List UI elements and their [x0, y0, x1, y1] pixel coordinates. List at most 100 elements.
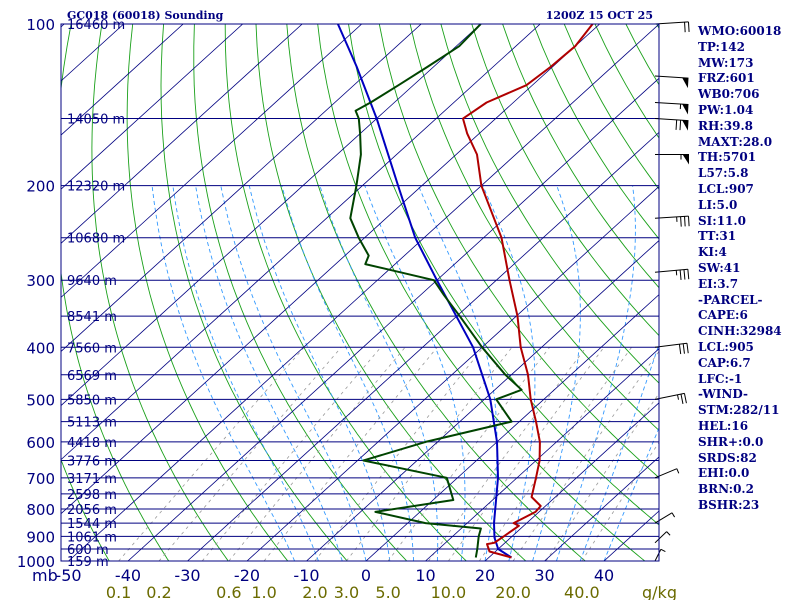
temperature-tick-label: 40 — [594, 566, 614, 585]
sounding-indices-panel: WMO:60018 TP:142 MW:173 FRZ:601 WB0:706 PW:1.… — [698, 24, 798, 514]
mixing-ratio-line — [346, 347, 513, 561]
height-label: 3776 m — [67, 455, 117, 470]
pressure-tick-label: 100 — [26, 16, 55, 34]
temperature-tick-label: -50 — [55, 566, 81, 585]
mixing-ratio-line — [263, 347, 438, 561]
mixing-ratio-line — [428, 347, 587, 561]
moist-adiabat — [532, 185, 581, 561]
mixing-ratio-tick-label: 0.1 — [106, 583, 131, 600]
mixing-ratio-line — [314, 347, 484, 561]
pressure-tick-label: 700 — [26, 470, 55, 488]
pressure-tick-label: 200 — [26, 178, 55, 196]
wind-barb — [654, 268, 690, 280]
index-value: -PARCEL- — [698, 292, 763, 307]
temperature-tick-label: 30 — [534, 566, 554, 585]
mixing-ratio-line — [478, 347, 632, 561]
wind-barb — [655, 154, 689, 165]
index-value: TT:31 — [698, 229, 737, 244]
isotherm — [0, 24, 5, 561]
parcel-trace — [336, 24, 513, 559]
height-label: 10680 m — [67, 232, 125, 247]
wind-barb — [654, 548, 666, 562]
mixing-ratio-tick-label: 0.6 — [216, 583, 241, 600]
height-label: 8541 m — [67, 310, 117, 325]
isotherm — [61, 24, 541, 461]
plot-frame — [60, 23, 660, 562]
pressure-tick-label: 600 — [26, 434, 55, 452]
isotherm — [187, 131, 659, 561]
index-value: PW:1.04 — [698, 102, 754, 117]
temperature-tick-label: -10 — [293, 566, 319, 585]
temperature-tick-label: 10 — [415, 566, 435, 585]
index-value: CAP:6.7 — [698, 355, 751, 370]
height-label: 600 m — [67, 543, 109, 558]
temperature-tick-label: -40 — [115, 566, 141, 585]
isotherm — [246, 185, 659, 561]
height-label: 9640 m — [67, 274, 117, 289]
height-label: 4418 m — [67, 436, 117, 451]
height-label: 159 m — [67, 555, 109, 570]
pressure-tick-label: 400 — [26, 339, 55, 357]
isotherm — [127, 77, 659, 561]
height-label: 1061 m — [67, 530, 117, 545]
temperature-tick-label: 0 — [361, 566, 371, 585]
pressure-tick-label: 300 — [26, 272, 55, 290]
wind-barbs — [654, 21, 690, 562]
index-value: RH:39.8 — [698, 118, 753, 133]
index-value: L57:5.8 — [698, 166, 749, 181]
mixing-ratio-tick-label: 0.2 — [146, 583, 171, 600]
mixing-ratio-tick-label: 40.0 — [564, 583, 600, 600]
station-title: GC018 (60018) Sounding — [67, 9, 224, 22]
temperature-tick-label: -30 — [174, 566, 200, 585]
mixing-ratio-tick-label: 2.0 — [302, 583, 327, 600]
isotherm — [61, 24, 243, 190]
diagram-grid — [0, 24, 659, 561]
isotherm — [484, 402, 659, 561]
height-label: 3171 m — [67, 472, 117, 487]
index-value: CAPE:6 — [698, 308, 748, 323]
wind-barb — [654, 118, 689, 131]
isotherm — [61, 24, 422, 352]
index-value: SHR+:0.0 — [698, 434, 764, 449]
index-value: BSHR:23 — [698, 497, 760, 512]
mixing-ratio-line — [201, 347, 382, 561]
wind-barb — [654, 392, 687, 404]
isotherm — [61, 24, 303, 244]
pressure-tick-label: 800 — [26, 501, 55, 519]
wind-barb — [654, 512, 676, 524]
wind-barb — [654, 342, 689, 355]
isotherm — [61, 24, 600, 515]
isotherm — [61, 24, 481, 407]
temperature-tick-label: -20 — [234, 566, 260, 585]
mixing-ratio-tick-label: 3.0 — [334, 583, 359, 600]
index-value: EHI:0.0 — [698, 466, 750, 481]
mixing-ratio-line — [387, 347, 550, 561]
index-value: STM:282/11 — [698, 403, 780, 418]
dry-adiabat — [348, 24, 659, 526]
height-label: 1544 m — [67, 517, 117, 532]
index-value: SW:41 — [698, 260, 741, 275]
temperature-tick-label: 20 — [475, 566, 495, 585]
dry-adiabat — [160, 24, 348, 561]
mixing-ratio-tick-label: 1.0 — [251, 583, 276, 600]
height-label: 6569 m — [67, 369, 117, 384]
wind-barb — [654, 531, 671, 544]
dry-adiabat — [224, 24, 467, 561]
moist-adiabat — [220, 185, 367, 561]
index-value: MW:173 — [698, 55, 754, 70]
mixing-ratio-line — [228, 347, 406, 561]
moist-adiabat — [555, 185, 636, 561]
index-value: BRN:0.2 — [698, 482, 754, 497]
dry-adiabat — [193, 24, 408, 561]
moist-adiabat — [195, 185, 343, 561]
height-label: 16460 m — [67, 18, 125, 33]
pressure-tick-label: 900 — [26, 528, 55, 546]
isotherm — [306, 240, 659, 561]
index-value: LFC:-1 — [698, 371, 743, 386]
isotherm — [68, 24, 659, 561]
isotherm — [425, 348, 659, 561]
moist-adiabat — [172, 185, 319, 561]
mixing-ratio-tick-label: 20.0 — [495, 583, 531, 600]
wind-barb — [654, 75, 689, 89]
